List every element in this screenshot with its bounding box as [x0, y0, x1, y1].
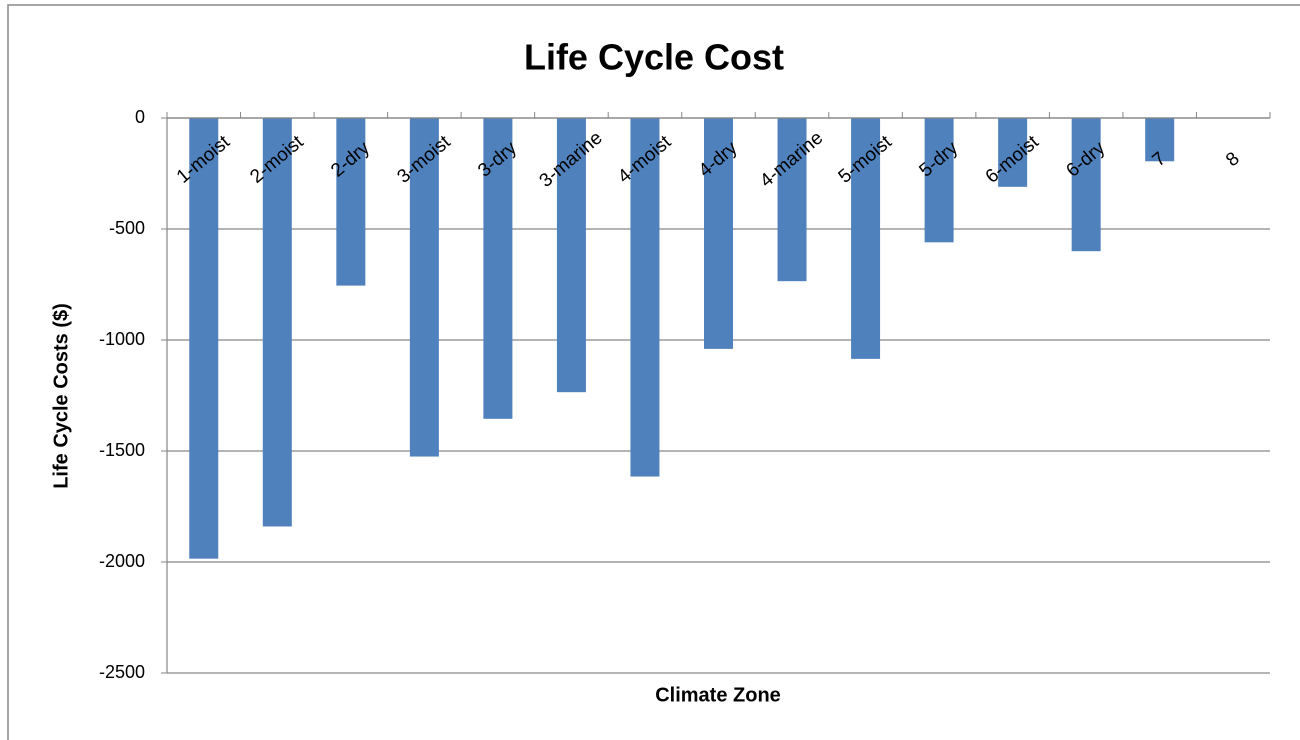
bar [851, 118, 881, 359]
bar [556, 118, 586, 393]
bar [1071, 118, 1101, 252]
bar [189, 118, 219, 559]
y-tick-label: -2000 [99, 551, 145, 571]
bar [998, 118, 1028, 187]
bar [409, 118, 439, 457]
bar [483, 118, 513, 419]
bar [262, 118, 292, 527]
bar [1145, 118, 1175, 162]
y-tick-label: -1500 [99, 440, 145, 460]
bar [630, 118, 660, 477]
bar [924, 118, 954, 243]
chart-title: Life Cycle Cost [524, 37, 784, 78]
y-tick-label: -2500 [99, 662, 145, 682]
y-tick-label: 0 [135, 107, 145, 127]
y-tick-label: -1000 [99, 329, 145, 349]
bar [704, 118, 733, 349]
bar [336, 118, 366, 286]
y-tick-label: -500 [109, 218, 145, 238]
bar [777, 118, 807, 282]
x-axis-title: Climate Zone [655, 684, 781, 706]
y-axis-title: Life Cycle Costs ($) [50, 303, 72, 489]
